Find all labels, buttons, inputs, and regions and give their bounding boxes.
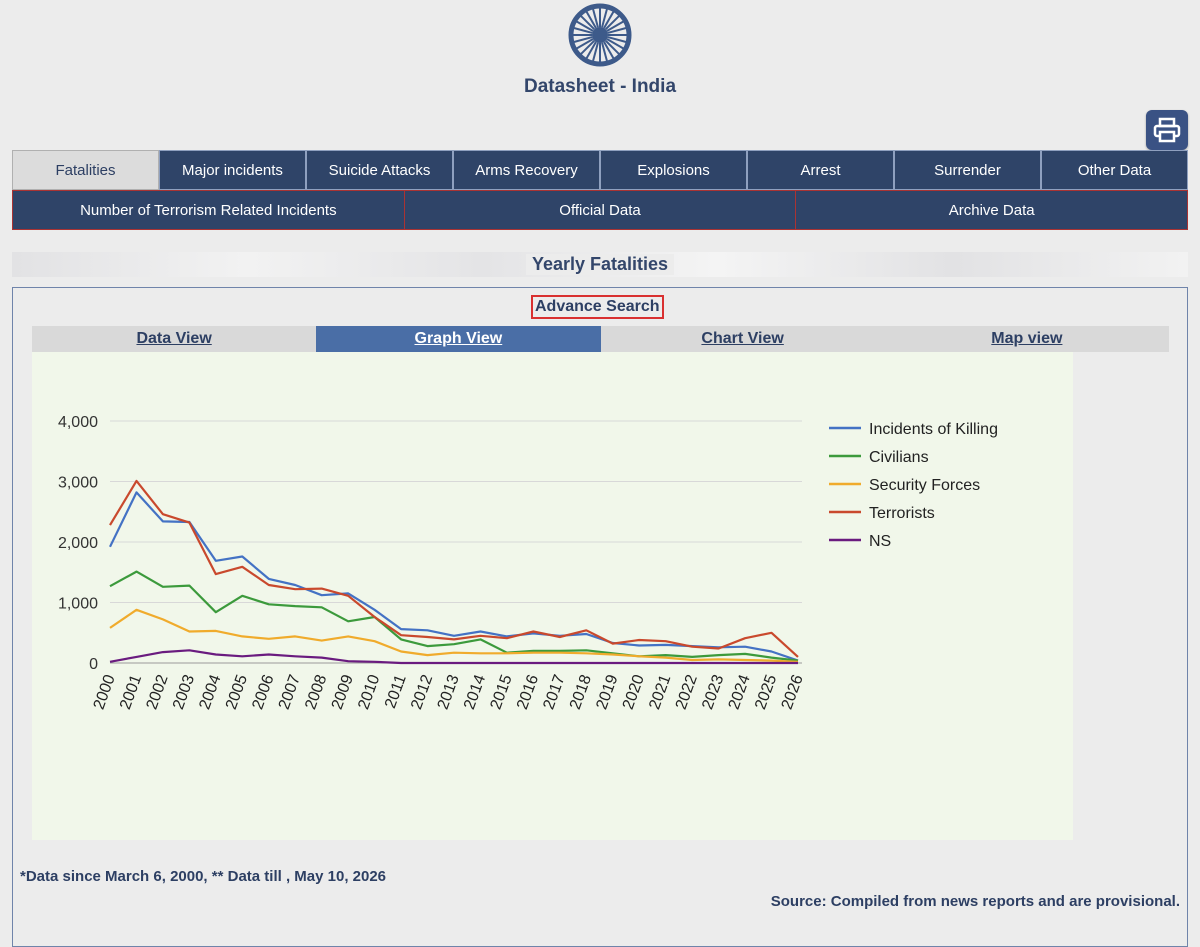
view-tabs: Data View Graph View Chart View Map view (32, 326, 1169, 352)
x-tick-label: 2020 (620, 672, 648, 711)
legend-label: Incidents of Killing (869, 421, 998, 438)
ashoka-chakra-icon (566, 2, 634, 68)
data-range-note: *Data since March 6, 2000, ** Data till … (20, 868, 387, 885)
tab-chart-view[interactable]: Chart View (600, 326, 885, 352)
tab-explosions[interactable]: Explosions (600, 150, 747, 190)
x-tick-label: 2014 (461, 672, 489, 711)
x-tick-label: 2003 (170, 672, 198, 711)
legend-label: Security Forces (869, 477, 980, 494)
legend-label: Civilians (869, 449, 929, 466)
series-line (109, 491, 799, 662)
tab-data-view[interactable]: Data View (32, 326, 317, 352)
tab-arms-recovery[interactable]: Arms Recovery (453, 150, 600, 190)
tab-arrest[interactable]: Arrest (747, 150, 894, 190)
series-line (109, 649, 798, 665)
x-tick-label: 2024 (726, 672, 754, 711)
tab-map-view[interactable]: Map view (884, 326, 1169, 352)
x-tick-label: 2026 (779, 672, 807, 711)
legend-label: Terrorists (869, 505, 935, 522)
y-tick-label: 2,000 (58, 535, 98, 552)
x-tick-label: 2006 (249, 672, 277, 711)
line-chart: 0 1,000 2,000 3,000 4,000 2000 2001 2002 2003 200… (32, 352, 1073, 840)
x-tick-label: 2018 (567, 672, 595, 711)
tab-archive-data[interactable]: Archive Data (796, 191, 1188, 229)
tab-official-data[interactable]: Official Data (404, 191, 797, 229)
chart-svg: 01,0002,0003,0004,0002000200120022003200… (58, 414, 998, 712)
x-tick-label: 2021 (646, 672, 674, 711)
x-tick-label: 2013 (435, 672, 463, 711)
x-tick-label: 2025 (752, 672, 780, 711)
x-tick-label: 2011 (382, 672, 410, 710)
advance-search-link[interactable]: Advance Search (531, 295, 664, 319)
x-tick-label: 2002 (144, 672, 172, 711)
primary-tabs: Fatalities Major incidents Suicide Attac… (12, 150, 1188, 190)
x-tick-label: 2004 (196, 672, 224, 711)
series-line (109, 570, 799, 662)
tab-other-data[interactable]: Other Data (1041, 150, 1188, 190)
y-tick-label: 4,000 (58, 414, 98, 431)
x-tick-label: 2008 (302, 672, 330, 711)
y-tick-label: 3,000 (58, 475, 98, 492)
x-tick-label: 2017 (540, 672, 568, 711)
legend-label: NS (869, 533, 891, 550)
tab-major-incidents[interactable]: Major incidents (159, 150, 306, 190)
x-tick-label: 2019 (593, 672, 621, 711)
x-tick-label: 2010 (355, 672, 383, 711)
content-panel: Advance Search Data View Graph View Char… (12, 287, 1188, 947)
print-button[interactable] (1146, 110, 1188, 150)
tab-suicide-attacks[interactable]: Suicide Attacks (306, 150, 453, 190)
source-note: Source: Compiled from news reports and a… (770, 893, 1180, 910)
tab-graph-view[interactable]: Graph View (316, 326, 601, 352)
tab-terrorism-incidents[interactable]: Number of Terrorism Related Incidents (13, 191, 405, 229)
secondary-tabs: Number of Terrorism Related Incidents Of… (12, 190, 1188, 230)
x-tick-label: 2022 (673, 672, 701, 711)
printer-icon (1153, 117, 1181, 143)
x-tick-label: 2023 (699, 672, 727, 711)
tab-surrender[interactable]: Surrender (894, 150, 1041, 190)
x-tick-label: 2007 (276, 672, 304, 711)
x-tick-label: 2001 (117, 672, 145, 711)
y-tick-label: 0 (89, 656, 98, 673)
y-tick-label: 1,000 (58, 596, 98, 613)
section-title: Yearly Fatalities (525, 254, 675, 275)
x-tick-label: 2005 (223, 672, 251, 711)
series-line (109, 479, 799, 658)
series-line (109, 608, 799, 663)
page-title: Datasheet - India (523, 76, 677, 97)
x-tick-label: 2000 (91, 672, 119, 711)
tab-fatalities[interactable]: Fatalities (12, 150, 159, 190)
x-tick-label: 2016 (514, 672, 542, 711)
x-tick-label: 2012 (408, 672, 436, 711)
section-banner: Yearly Fatalities (12, 252, 1188, 277)
x-tick-label: 2015 (488, 672, 516, 711)
x-tick-label: 2009 (329, 672, 357, 711)
